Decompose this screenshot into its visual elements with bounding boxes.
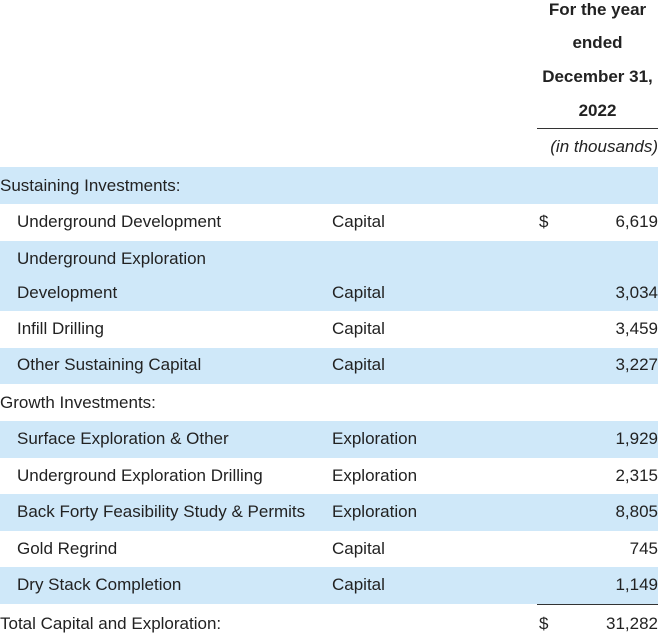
row-label: Gold Regrind xyxy=(17,539,118,558)
row-type: Capital xyxy=(332,283,385,302)
row-amount: 6,619 xyxy=(615,212,658,231)
total-row: Total Capital and Exploration: $ 31,282 xyxy=(0,605,658,642)
row-amount: 3,034 xyxy=(615,283,658,302)
row-type: Capital xyxy=(332,319,385,338)
row-amount: 2,315 xyxy=(615,466,658,485)
row-label: Underground Development xyxy=(17,212,222,231)
row-type: Exploration xyxy=(332,466,418,485)
currency-symbol: $ xyxy=(539,212,549,231)
column-header-line-4: 2022 xyxy=(578,101,617,120)
units-note: (in thousands) xyxy=(550,137,658,156)
section-row-sustaining: Sustaining Investments: xyxy=(0,167,658,204)
table-row: Dry Stack Completion Capital 1,149 xyxy=(0,567,658,604)
row-label: Back Forty Feasibility Study & Permits xyxy=(17,502,306,521)
row-label: Total Capital and Exploration: xyxy=(0,614,222,633)
row-type: Capital xyxy=(332,575,385,594)
row-type: Exploration xyxy=(332,502,418,521)
section-row-growth: Growth Investments: xyxy=(0,384,658,421)
table-row: Back Forty Feasibility Study & Permits E… xyxy=(0,494,658,531)
table-row: Underground Development Capital $ 6,619 xyxy=(0,204,658,241)
row-amount: 745 xyxy=(629,539,658,558)
table-row: Infill Drilling Capital 3,459 xyxy=(0,311,658,348)
row-type: Capital xyxy=(332,355,385,374)
row-label: Infill Drilling xyxy=(17,319,104,338)
row-amount: 3,227 xyxy=(615,355,658,374)
row-amount: 3,459 xyxy=(615,319,658,338)
row-type: Exploration xyxy=(332,429,418,448)
row-amount: 1,149 xyxy=(615,575,658,594)
row-amount: 8,805 xyxy=(615,502,658,521)
table-row: Surface Exploration & Other Exploration … xyxy=(0,421,658,458)
row-type: Capital xyxy=(332,539,385,558)
row-label: Underground Exploration xyxy=(17,249,207,268)
row-label: Sustaining Investments: xyxy=(0,176,181,195)
row-amount: 1,929 xyxy=(615,429,658,448)
table-row: Underground Exploration Development Capi… xyxy=(0,241,658,311)
table-row: Gold Regrind Capital 745 xyxy=(0,531,658,567)
row-type: Capital xyxy=(332,212,385,231)
row-amount: 31,282 xyxy=(606,614,658,633)
row-label: Surface Exploration & Other xyxy=(17,429,229,448)
total-rule xyxy=(537,604,658,605)
currency-symbol: $ xyxy=(539,614,549,633)
header-underline xyxy=(537,128,658,129)
row-label: Other Sustaining Capital xyxy=(17,355,202,374)
column-header-line-3: December 31, xyxy=(542,67,653,86)
row-label: Dry Stack Completion xyxy=(17,575,182,594)
column-header-line-1: For the year xyxy=(548,0,647,19)
row-label-continued: Development xyxy=(17,283,118,302)
column-header-line-2: ended xyxy=(572,33,623,52)
row-label: Growth Investments: xyxy=(0,393,156,412)
table-row: Underground Exploration Drilling Explora… xyxy=(0,458,658,494)
table-row: Other Sustaining Capital Capital 3,227 xyxy=(0,348,658,384)
row-label: Underground Exploration Drilling xyxy=(17,466,263,485)
